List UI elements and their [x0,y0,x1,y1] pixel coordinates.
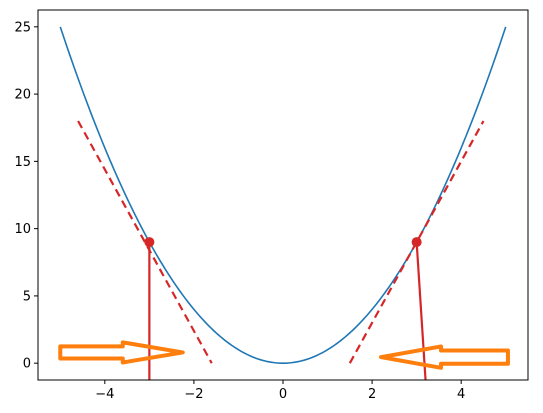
y-tick-label-5: 25 [14,20,31,35]
axes-frame [37,9,529,381]
x-tick-label-0: −4 [95,387,114,402]
series-line-0 [59,26,507,364]
arrow-left-1 [379,344,510,370]
y-tick-label-0: 0 [23,357,31,372]
plot-area [58,26,510,380]
tangent-point-0 [144,237,155,248]
tangent-line-0 [77,120,213,364]
vertical-line-1 [415,242,427,380]
tangent-point-1 [411,237,422,248]
x-tick-label-4: 4 [457,387,465,402]
x-tick-label-2: 0 [279,387,287,402]
y-tick-label-3: 15 [14,155,31,170]
x-tick-label-3: 2 [368,387,376,402]
arrow-right-0 [58,340,185,365]
tangent-line-1 [348,120,485,364]
y-tick-label-4: 20 [14,88,31,103]
axes: −4 −2 0 2 4 0 5 10 15 20 25 [14,9,529,402]
x-tick-label-1: −2 [184,387,203,402]
y-tick-label-1: 5 [23,289,31,304]
y-tick-label-2: 10 [14,222,31,237]
